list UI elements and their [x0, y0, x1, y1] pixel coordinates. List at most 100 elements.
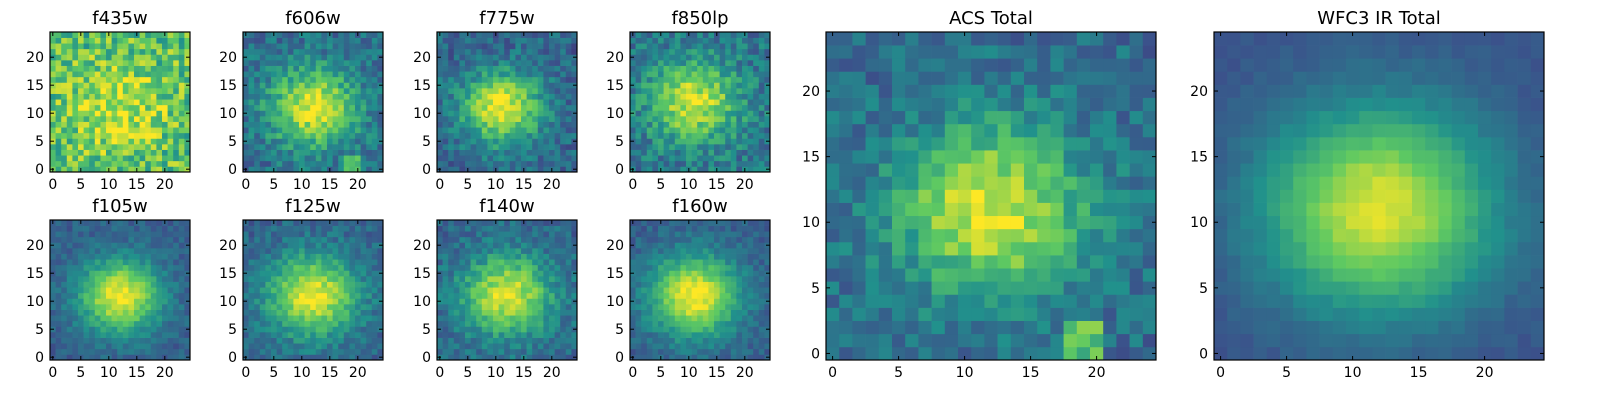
heatmap-cell: [442, 220, 449, 226]
heatmap-cell: [448, 54, 455, 61]
heatmap-cell: [310, 138, 317, 145]
heatmap-cell: [504, 304, 511, 310]
heatmap-cell: [641, 76, 648, 83]
heatmap-cell: [371, 104, 378, 111]
heatmap-cell: [646, 276, 653, 282]
heatmap-cell: [265, 166, 272, 173]
heatmap-cell: [184, 220, 191, 226]
heatmap-cell: [742, 298, 748, 305]
heatmap-cell: [66, 149, 73, 156]
heatmap-cell: [465, 76, 471, 83]
heatmap-cell: [725, 110, 732, 117]
heatmap-cell: [117, 292, 124, 299]
heatmap-cell: [360, 155, 367, 162]
heatmap-cell: [554, 104, 561, 111]
heatmap-cell: [355, 132, 361, 139]
heatmap-cell: [747, 337, 754, 344]
heatmap-cell: [310, 253, 317, 260]
heatmap-cell: [366, 242, 373, 249]
heatmap-cell: [111, 138, 118, 145]
heatmap-cell: [78, 104, 84, 111]
heatmap-cell: [509, 231, 516, 238]
heatmap-cell: [453, 225, 460, 232]
heatmap-cell: [498, 138, 505, 145]
heatmap-cell: [122, 110, 129, 117]
heatmap-cell: [78, 332, 84, 338]
heatmap-cell: [259, 48, 266, 55]
heatmap-cells: [437, 32, 578, 173]
heatmap-cell: [753, 99, 760, 106]
heatmap-cell: [293, 155, 300, 162]
heatmap-cell: [349, 320, 356, 327]
heatmap-cell: [156, 144, 163, 150]
heatmap-cell: [293, 54, 300, 61]
heatmap-cell: [565, 231, 572, 238]
heatmap-cell: [83, 304, 90, 310]
heatmap-cell: [487, 132, 494, 139]
heatmap-cell: [304, 93, 311, 100]
heatmap-cell: [150, 343, 157, 350]
heatmap-cell: [453, 99, 460, 106]
heatmap-cell: [758, 281, 765, 288]
heatmap-cell: [184, 144, 191, 150]
heatmap-cell: [543, 276, 550, 282]
heatmap-cell: [304, 121, 311, 128]
heatmap-cell: [697, 132, 704, 139]
heatmap-cell: [299, 281, 305, 288]
heatmap-cell: [271, 60, 277, 66]
heatmap-cell: [315, 276, 322, 282]
heatmap-cell: [646, 281, 653, 288]
heatmap-cell: [487, 48, 494, 55]
heatmap-cell: [156, 276, 163, 282]
heatmap-cell: [747, 127, 754, 134]
heatmap-cell: [167, 37, 174, 44]
heatmap-cell: [338, 116, 345, 122]
heatmap-cell: [753, 48, 760, 55]
heatmap-cell: [276, 110, 283, 117]
heatmap-cell: [652, 326, 659, 333]
heatmap-cell: [315, 160, 322, 167]
heatmap-cell: [515, 259, 522, 266]
heatmap-cell: [377, 65, 384, 72]
heatmap-cell: [100, 298, 107, 305]
heatmap-cell: [691, 343, 698, 350]
heatmap-cell: [680, 287, 687, 294]
heatmap-cell: [259, 104, 266, 111]
heatmap-cell: [111, 220, 118, 226]
heatmap-cell: [543, 132, 550, 139]
heatmap-cell: [72, 144, 79, 150]
heatmap-cell: [571, 132, 578, 139]
heatmap-cell: [167, 76, 174, 83]
heatmap-cell: [173, 121, 180, 128]
heatmap-cell: [184, 160, 191, 167]
heatmap-cell: [332, 99, 339, 106]
heatmap-cell: [521, 315, 527, 322]
heatmap-cell: [504, 88, 511, 94]
heatmap-cell: [134, 138, 140, 145]
heatmap-cell: [549, 160, 555, 167]
heatmap-cell: [560, 287, 567, 294]
heatmap-cell: [100, 292, 107, 299]
heatmap-cell: [117, 54, 124, 61]
heatmap-cell: [730, 138, 737, 145]
heatmap-cell: [377, 60, 384, 66]
heatmap-cell: [243, 287, 249, 294]
heatmap-cell: [61, 253, 68, 260]
heatmap-cell: [282, 71, 289, 78]
heatmap-cell: [276, 43, 283, 50]
heatmap-cell: [481, 127, 488, 134]
heatmap-cell: [697, 326, 704, 333]
heatmap-cell: [156, 160, 163, 167]
heatmap-cell: [282, 337, 289, 344]
heatmap-cell: [178, 320, 185, 327]
heatmap-cell: [571, 276, 578, 282]
heatmap-cell: [122, 276, 129, 282]
heatmap-cell: [271, 104, 277, 111]
heatmap-cell: [521, 65, 527, 72]
heatmap-cell: [83, 82, 90, 89]
y-tick-label: 0: [228, 350, 237, 366]
heatmap-cell: [106, 281, 112, 288]
heatmap-cell: [178, 315, 185, 322]
heatmap-cell: [658, 276, 664, 282]
heatmap-cell: [310, 332, 317, 338]
